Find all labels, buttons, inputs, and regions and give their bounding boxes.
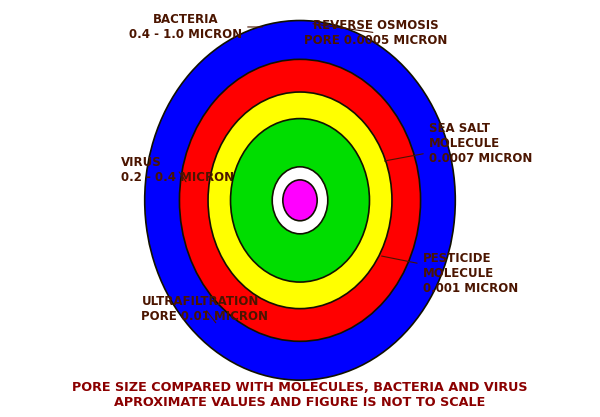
Text: BACTERIA
0.4 - 1.0 MICRON: BACTERIA 0.4 - 1.0 MICRON [129,13,262,40]
Ellipse shape [145,20,455,380]
Ellipse shape [179,59,421,342]
Text: ULTRAFILTRATION
PORE 0.01 MICRON: ULTRAFILTRATION PORE 0.01 MICRON [142,295,268,323]
Text: APROXIMATE VALUES AND FIGURE IS NOT TO SCALE: APROXIMATE VALUES AND FIGURE IS NOT TO S… [115,396,485,409]
Ellipse shape [208,92,392,309]
Ellipse shape [230,118,370,282]
Text: PORE SIZE COMPARED WITH MOLECULES, BACTERIA AND VIRUS: PORE SIZE COMPARED WITH MOLECULES, BACTE… [72,381,528,394]
Ellipse shape [272,167,328,234]
Text: PESTICIDE
MOLECULE
0.001 MICRON: PESTICIDE MOLECULE 0.001 MICRON [382,252,518,295]
Text: REVERSE OSMOSIS
PORE 0.0005 MICRON: REVERSE OSMOSIS PORE 0.0005 MICRON [304,19,447,47]
Ellipse shape [283,180,317,221]
Text: VIRUS
0.2 - 0.4 MICRON: VIRUS 0.2 - 0.4 MICRON [121,156,234,183]
Text: SEA SALT
MOLECULE
0.0007 MICRON: SEA SALT MOLECULE 0.0007 MICRON [385,122,532,165]
